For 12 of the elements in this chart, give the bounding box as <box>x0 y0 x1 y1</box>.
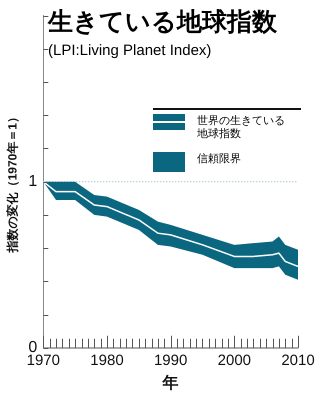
x-tick-label: 2010 <box>281 352 315 369</box>
x-tick-label: 1970 <box>26 352 60 369</box>
text: (LPI:Living Planet Index) <box>48 42 212 59</box>
y-axis-title: 指数の変化（1970年＝1） <box>6 111 20 254</box>
y-tick-label: 1 <box>28 173 38 190</box>
x-tick-label: 1980 <box>90 352 124 369</box>
x-tick-label: 2000 <box>218 352 252 369</box>
x-tick-label: 1990 <box>154 352 188 369</box>
legend-label: 世界の生きている地球指数 <box>197 114 286 140</box>
annotation: 信頼限界 <box>197 152 242 165</box>
x-axis-title: 年 <box>162 374 179 392</box>
chart-title: 生きている地球指数 <box>48 6 277 38</box>
